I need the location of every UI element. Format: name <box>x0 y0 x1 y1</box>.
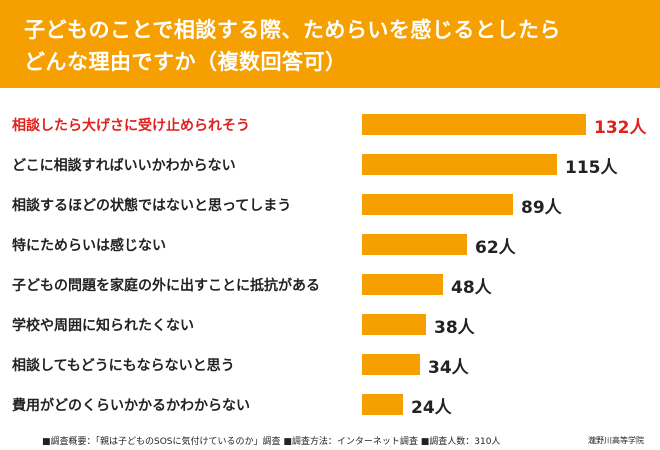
category-label: 費用がどのくらいかかるかわからない <box>12 398 250 414</box>
bar <box>362 314 426 335</box>
bar <box>362 274 443 295</box>
category-label: 学校や周囲に知られたくない <box>12 318 194 334</box>
bar <box>362 194 513 215</box>
value-label: 24人 <box>411 398 452 418</box>
value-label: 89人 <box>521 198 562 218</box>
bar <box>362 394 403 415</box>
bar <box>362 354 420 375</box>
survey-note: ■調査概要：「親は子どものSOSに気付けているのか」調査 ■調査方法：インターネ… <box>42 437 501 447</box>
value-label: 132人 <box>594 118 647 138</box>
bar <box>362 114 586 135</box>
category-label: どこに相談すればいいかわからない <box>12 158 236 174</box>
category-label: 相談したら大げさに受け止められそう <box>12 118 250 134</box>
bar <box>362 154 557 175</box>
category-label: 相談するほどの状態ではないと思ってしまう <box>12 198 292 214</box>
value-label: 38人 <box>434 318 475 338</box>
category-label: 子どもの問題を家庭の外に出すことに抵抗がある <box>12 278 320 294</box>
title-banner: 子どものことで相談する際、ためらいを感じるとしたら どんな理由ですか（複数回答可… <box>0 0 660 88</box>
category-label: 特にためらいは感じない <box>12 238 166 254</box>
bar <box>362 234 467 255</box>
value-label: 34人 <box>428 358 469 378</box>
chart-title-line-1: 子どものことで相談する際、ためらいを感じるとしたら <box>24 18 561 42</box>
category-label: 相談してもどうにもならないと思う <box>12 358 235 374</box>
chart-title-line-2: どんな理由ですか（複数回答可） <box>24 50 347 74</box>
source-credit: 瀧野川高等学院 <box>588 436 644 445</box>
value-label: 115人 <box>565 158 618 178</box>
value-label: 62人 <box>475 238 516 258</box>
value-label: 48人 <box>451 278 492 298</box>
